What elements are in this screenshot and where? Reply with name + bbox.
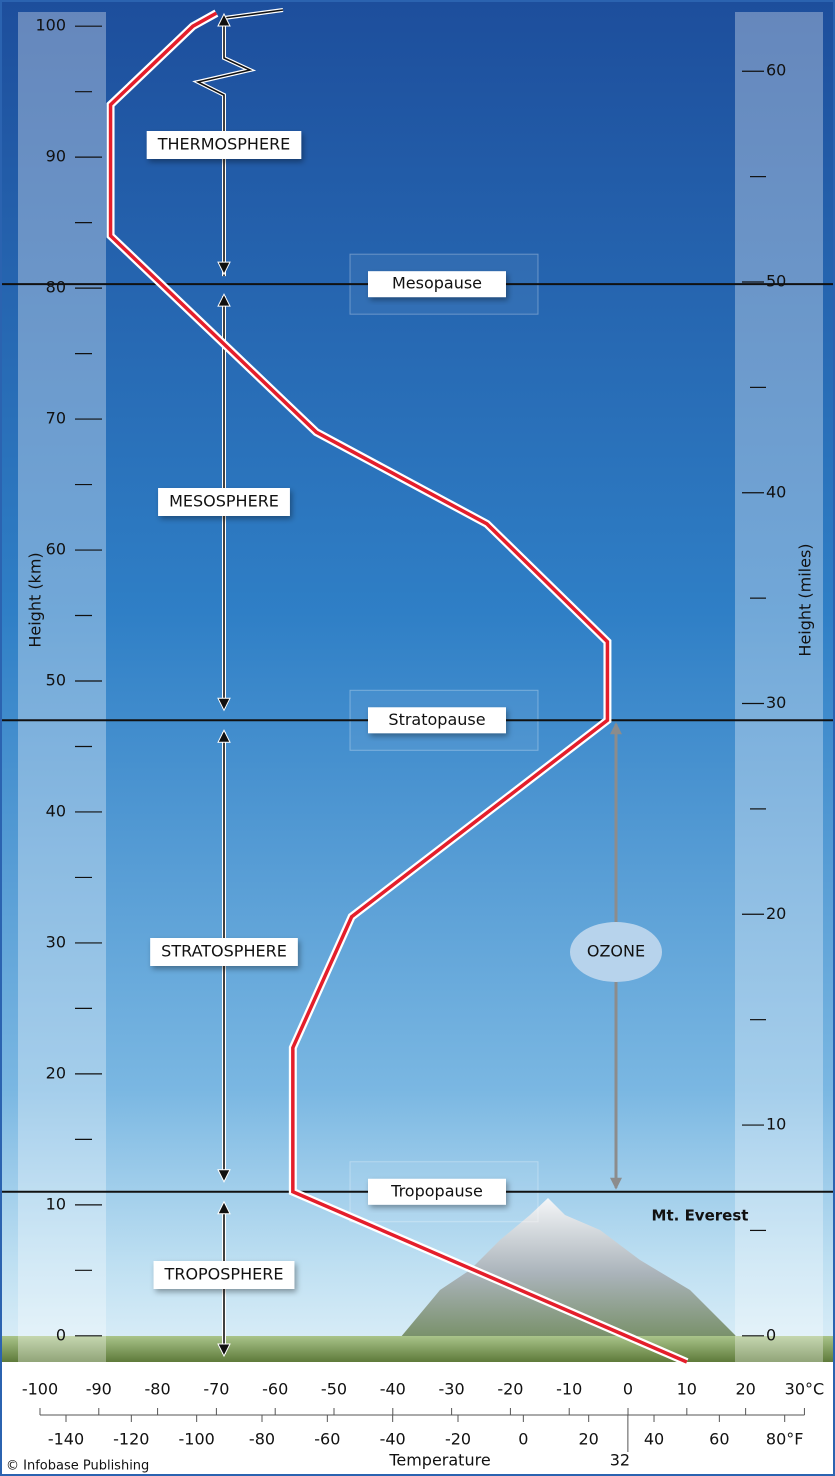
x2-tick-label: -100 xyxy=(179,1430,215,1449)
y2-axis-label: Height (miles) xyxy=(796,543,815,656)
arrow-head xyxy=(217,261,231,276)
y2-tick-label: 40 xyxy=(766,482,786,501)
ozone-arrow-head xyxy=(610,1177,622,1190)
boundary-label-box xyxy=(368,1178,506,1205)
x-tick-label: -70 xyxy=(203,1380,229,1399)
arrow-head xyxy=(217,1343,231,1358)
credit: © Infobase Publishing xyxy=(6,1459,149,1474)
x2-marker-label: 32 xyxy=(610,1451,630,1470)
x2-tick-label: 40 xyxy=(644,1430,664,1449)
arrow-head xyxy=(217,12,231,27)
y-tick-label: 40 xyxy=(46,801,66,820)
annotation: Mt. Everest xyxy=(652,1207,749,1225)
right-axis-band xyxy=(735,12,823,1362)
y-tick-label: 10 xyxy=(46,1194,66,1213)
layer-label: STRATOSPHERE xyxy=(161,942,287,961)
y-tick-label: 50 xyxy=(46,671,66,690)
x2-tick-label: -40 xyxy=(380,1430,406,1449)
profile-line xyxy=(108,11,688,1364)
y2-tick-label: 60 xyxy=(766,61,786,80)
layer-arrow xyxy=(195,9,284,277)
x-tick-label: -40 xyxy=(380,1380,406,1399)
ozone-badge xyxy=(570,922,662,982)
boundary-label: Mesopause xyxy=(392,274,482,293)
ozone-label: OZONE xyxy=(587,942,645,961)
x-tick-label: 0 xyxy=(623,1380,633,1399)
y-tick-label: 20 xyxy=(46,1063,66,1082)
y-tick-label: 30 xyxy=(46,932,66,951)
x2-tick-label: -120 xyxy=(113,1430,149,1449)
x-tick-label: -30 xyxy=(439,1380,465,1399)
mountain xyxy=(390,1198,745,1350)
x-tick-label: -10 xyxy=(556,1380,582,1399)
y-tick-label: 100 xyxy=(35,16,66,35)
y-tick-label: 60 xyxy=(46,540,66,559)
boundary-label-box xyxy=(368,271,506,298)
y-axis-label: Height (km) xyxy=(26,552,45,647)
x2-tick-label: 80°F xyxy=(766,1430,804,1449)
arrow-head xyxy=(217,697,231,712)
y2-tick-label: 30 xyxy=(766,693,786,712)
layer-label: THERMOSPHERE xyxy=(157,135,291,154)
boundary-label: Tropopause xyxy=(390,1181,483,1200)
x2-tick-label: -60 xyxy=(314,1430,340,1449)
ozone-arrow-head xyxy=(610,722,622,735)
layer-label: MESOSPHERE xyxy=(169,492,279,511)
sky xyxy=(0,0,835,1362)
ground xyxy=(0,1336,835,1362)
x2-tick-label: -20 xyxy=(445,1430,471,1449)
layer-label-box xyxy=(150,938,298,966)
x-tick-label: 10 xyxy=(677,1380,697,1399)
x2-tick-label: 20 xyxy=(579,1430,599,1449)
arrow-head xyxy=(217,1169,231,1183)
x-tick-label: -80 xyxy=(145,1380,171,1399)
x-tick-label: 30°C xyxy=(785,1380,825,1399)
y2-tick-label: 10 xyxy=(766,1115,786,1134)
y-tick-label: 70 xyxy=(46,409,66,428)
x-tick-label: -60 xyxy=(262,1380,288,1399)
layer-label-box xyxy=(158,488,290,516)
arrow-head xyxy=(217,729,231,743)
left-axis-band xyxy=(18,12,106,1362)
y-tick-label: 80 xyxy=(46,278,66,297)
boundary-label-box xyxy=(368,707,506,734)
y2-tick-label: 50 xyxy=(766,272,786,291)
arrow-head xyxy=(217,1200,231,1215)
x2-tick-label: 60 xyxy=(709,1430,729,1449)
x-tick-label: -90 xyxy=(86,1380,112,1399)
x-tick-label: -20 xyxy=(497,1380,523,1399)
y-tick-label: 90 xyxy=(46,147,66,166)
x-tick-label: 20 xyxy=(735,1380,755,1399)
x-axis-label: Temperature xyxy=(388,1451,490,1470)
content: 01020304050607080901000102030405060-100-… xyxy=(0,8,835,1470)
layer-label: TROPOSPHERE xyxy=(164,1265,284,1284)
y-tick-label: 0 xyxy=(56,1325,66,1344)
x-tick-label: -100 xyxy=(22,1380,58,1399)
x2-tick-label: -140 xyxy=(48,1430,84,1449)
layer-label-box xyxy=(153,1261,295,1289)
bottom-panel xyxy=(0,1362,835,1476)
boundary-label: Stratopause xyxy=(388,710,485,729)
y2-tick-label: 0 xyxy=(766,1325,776,1344)
x2-tick-label: 0 xyxy=(518,1430,528,1449)
x-tick-label: -50 xyxy=(321,1380,347,1399)
x2-tick-label: -80 xyxy=(249,1430,275,1449)
y2-tick-label: 20 xyxy=(766,904,786,923)
arrow-head xyxy=(217,293,231,307)
layer-label-box xyxy=(146,131,302,159)
